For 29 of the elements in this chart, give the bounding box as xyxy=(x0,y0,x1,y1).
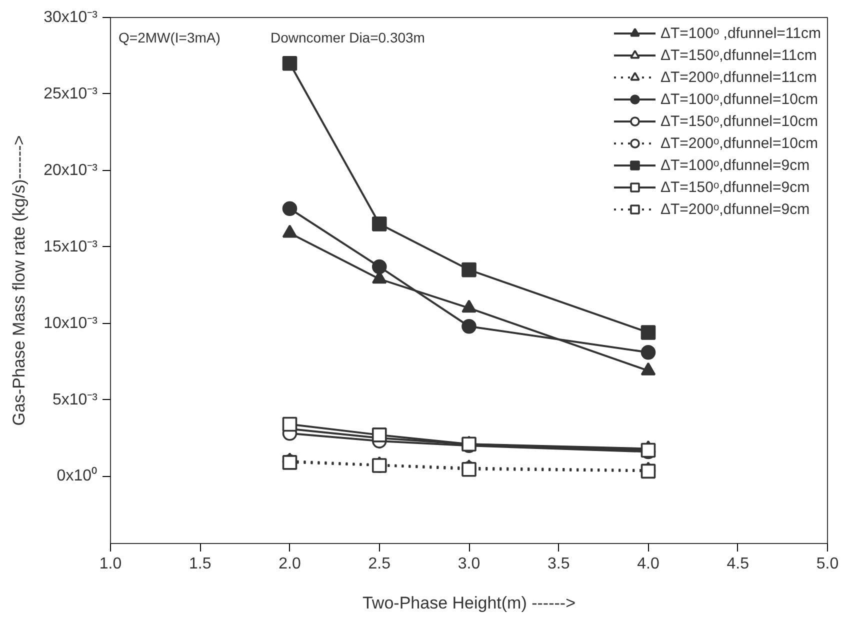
legend-label: ΔT=200ᵒ,dfunnel=11cm xyxy=(660,68,817,86)
y-tick-label: 30x10⁻³ xyxy=(44,9,98,26)
annotation: Q=2MW(I=3mA) xyxy=(118,30,220,46)
legend-label: ΔT=100ᵒ,dfunnel=9cm xyxy=(660,156,810,174)
x-tick-label: 3.5 xyxy=(548,556,570,572)
x-tick-label: 1.0 xyxy=(99,556,122,572)
x-tick-label: 2.0 xyxy=(278,556,301,572)
legend-label: ΔT=150ᵒ,dfunnel=9cm xyxy=(660,178,810,196)
x-tick-label: 5.0 xyxy=(816,556,839,572)
legend-label: ΔT=150ᵒ,dfunnel=11cm xyxy=(660,46,817,64)
legend-label: ΔT=100ᵒ,dfunnel=10cm xyxy=(660,90,818,108)
y-tick-label: 25x10⁻³ xyxy=(44,85,98,102)
y-tick-label: 0x10⁰ xyxy=(56,466,98,485)
legend-label: ΔT=200ᵒ,dfunnel=10cm xyxy=(660,134,818,152)
x-axis-title: Two-Phase Height(m) ------> xyxy=(362,594,576,612)
y-axis-title: Gas-Phase Mass flow rate (kg/s)------> xyxy=(10,135,29,426)
y-tick-label: 10x10⁻³ xyxy=(44,314,98,332)
legend-label: ΔT=150ᵒ,dfunnel=10cm xyxy=(660,112,818,130)
x-tick-label: 3.0 xyxy=(458,556,480,572)
annotation: Downcomer Dia=0.303m xyxy=(270,30,425,46)
y-tick-label: 5x10⁻³ xyxy=(52,391,98,408)
x-tick-label: 2.5 xyxy=(368,556,391,572)
x-tick-label: 1.5 xyxy=(189,556,212,572)
legend-label: ΔT=200ᵒ,dfunnel=9cm xyxy=(660,200,810,218)
x-tick-label: 4.0 xyxy=(637,556,660,572)
x-tick-label: 4.5 xyxy=(726,556,750,572)
y-tick-label: 20x10⁻³ xyxy=(44,162,98,179)
legend-label: ΔT=100ᵒ ,dfunnel=11cm xyxy=(660,24,821,42)
y-tick-label: 15x10⁻³ xyxy=(44,238,98,256)
